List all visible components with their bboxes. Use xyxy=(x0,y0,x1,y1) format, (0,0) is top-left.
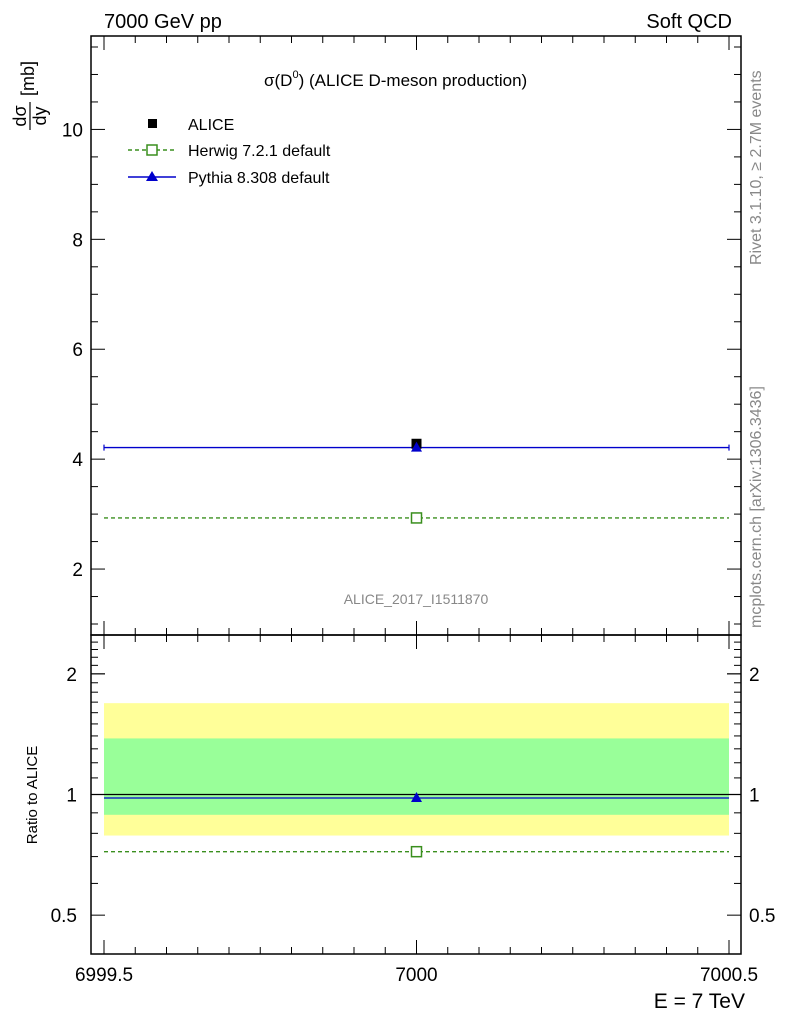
main-ylabel: dσ dy [mb] xyxy=(10,61,50,130)
ratio-y-tick-label-right: 2 xyxy=(749,665,760,686)
legend-alice-label: ALICE xyxy=(188,117,234,134)
herwig-point xyxy=(410,512,423,524)
x-tick-label: 6999.5 xyxy=(75,965,133,986)
header-category: Soft QCD xyxy=(646,11,732,33)
legend: ALICE Herwig 7.2.1 default Pythia 8.308 … xyxy=(128,117,331,187)
ratio-ylabel: Ratio to ALICE xyxy=(24,746,41,844)
ratio-herwig-point xyxy=(410,845,423,858)
legend-alice-marker xyxy=(148,119,157,128)
rivet-label: Rivet 3.1.10, ≥ 2.7M events xyxy=(748,70,765,265)
x-axis-label: E = 7 TeV xyxy=(654,990,745,1013)
pythia-point xyxy=(411,441,422,452)
title-sup: 0 xyxy=(292,69,298,81)
legend-item-alice: ALICE xyxy=(148,117,234,134)
title-sigma: σ(D xyxy=(264,71,292,90)
ratio-band xyxy=(104,738,729,815)
legend-item-herwig: Herwig 7.2.1 default xyxy=(128,143,331,160)
ratio-axes: 0.5 0.5 1 1 2 2 6999.5 7000 7000.5 xyxy=(51,635,775,986)
x-tick-label: 7000 xyxy=(395,965,437,986)
source-label: mcplots.cern.ch [arXiv:1306.3436] xyxy=(748,386,765,628)
title-rest: ) (ALICE D-meson production) xyxy=(299,71,528,90)
ratio-frame xyxy=(90,634,742,955)
legend-pythia-label: Pythia 8.308 default xyxy=(188,170,330,187)
ylabel-num: dσ xyxy=(10,105,30,126)
legend-item-pythia: Pythia 8.308 default xyxy=(128,170,330,187)
ratio-y-tick-label-right: 0.5 xyxy=(749,906,775,927)
ylabel-den: dy xyxy=(30,106,50,125)
ratio-bands xyxy=(104,703,729,836)
ratio-pythia-point xyxy=(411,792,422,803)
main-series xyxy=(103,438,730,524)
legend-herwig-label: Herwig 7.2.1 default xyxy=(188,143,331,160)
legend-herwig-marker xyxy=(146,144,158,156)
analysis-label: ALICE_2017_I1511870 xyxy=(344,591,489,607)
ratio-y-tick-label-left: 2 xyxy=(66,665,77,686)
ratio-y-tick-label-left: 1 xyxy=(66,786,77,807)
ratio-y-tick-label-left: 0.5 xyxy=(51,906,77,927)
legend-pythia-marker xyxy=(146,171,158,181)
main-title: σ(D0) (ALICE D-meson production) xyxy=(264,69,527,90)
main-axes: 2 4 6 8 10 xyxy=(62,36,741,635)
header-energy: 7000 GeV pp xyxy=(104,11,222,33)
ratio-y-tick-label-right: 1 xyxy=(749,786,760,807)
ratio-series xyxy=(91,792,741,858)
y-tick-label: 8 xyxy=(72,230,83,251)
ylabel-unit: [mb] xyxy=(18,61,38,96)
y-tick-label: 4 xyxy=(72,450,83,471)
y-tick-label: 10 xyxy=(62,120,83,141)
x-tick-label: 7000.5 xyxy=(700,965,758,986)
y-tick-label: 2 xyxy=(72,560,83,581)
y-tick-label: 6 xyxy=(72,340,83,361)
ratio-panel: 0.5 0.5 1 1 2 2 6999.5 7000 7000.5 Ratio to ALIC… xyxy=(24,634,775,1013)
